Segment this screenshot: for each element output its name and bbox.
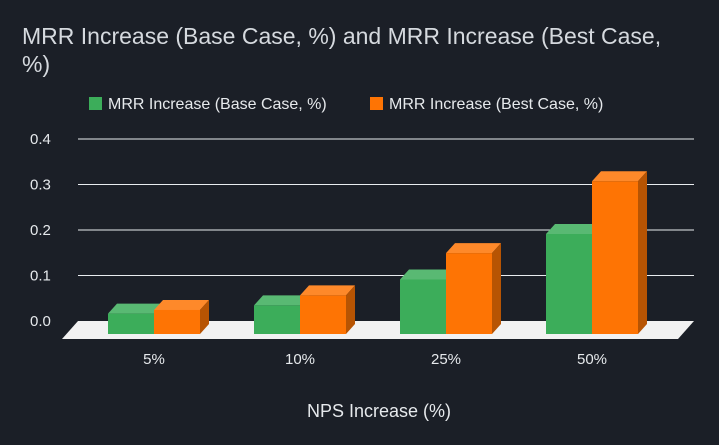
bar-front-face [154,309,200,334]
bar-best-25pct[interactable] [446,243,501,334]
legend-item-best[interactable]: MRR Increase (Best Case, %) [370,96,603,113]
bar-front-face [592,181,638,334]
bar-best-10pct[interactable] [300,285,355,334]
bars [108,171,647,334]
chart-title-line-1: MRR Increase (Base Case, %) and MRR Incr… [22,23,661,49]
y-tick-label: 0.3 [30,177,51,194]
x-axis-title: NPS Increase (%) [307,401,451,421]
legend: MRR Increase (Base Case, %) MRR Increase… [89,96,603,113]
bar-front-face [300,295,346,334]
y-axis-ticks: 0.0 0.1 0.2 0.3 0.4 [30,131,51,330]
bar-front-face [400,279,446,334]
legend-label-base: MRR Increase (Base Case, %) [108,96,327,113]
chart-floor [62,321,694,339]
bar-front-face [254,305,300,334]
y-tick-label: 0.1 [30,268,51,285]
bar-top-face [592,171,647,182]
bar-front-face [446,253,492,334]
chart-title-line-2: %) [22,51,50,77]
bar-side-face [492,243,501,334]
x-tick-label: 10% [285,351,315,368]
bar-side-face [346,285,355,334]
bar-base-10pct[interactable] [254,295,309,334]
bar-side-face [200,299,209,334]
bar-front-face [546,234,592,334]
bar-front-face [108,313,154,334]
y-tick-label: 0.4 [30,131,51,148]
y-tick-label: 0.2 [30,222,51,239]
bar-top-face [254,295,309,306]
legend-swatch-best [370,97,383,110]
bar-side-face [638,171,647,334]
x-tick-label: 25% [431,351,461,368]
legend-swatch-base [89,97,102,110]
bar-top-face [546,224,601,234]
x-tick-label: 5% [143,351,165,368]
bar-top-face [108,303,163,314]
legend-label-best: MRR Increase (Best Case, %) [389,96,603,113]
y-tick-label: 0.0 [30,313,51,330]
bar-top-face [300,285,355,296]
legend-item-base[interactable]: MRR Increase (Base Case, %) [89,96,327,113]
x-axis-ticks: 5% 10% 25% 50% [143,351,607,368]
bar-top-face [446,243,501,254]
bar-best-50pct[interactable] [592,171,647,334]
x-tick-label: 50% [577,351,607,368]
bar-top-face [154,299,209,310]
bar-best-5pct[interactable] [154,299,209,334]
bar-top-face [400,269,455,280]
